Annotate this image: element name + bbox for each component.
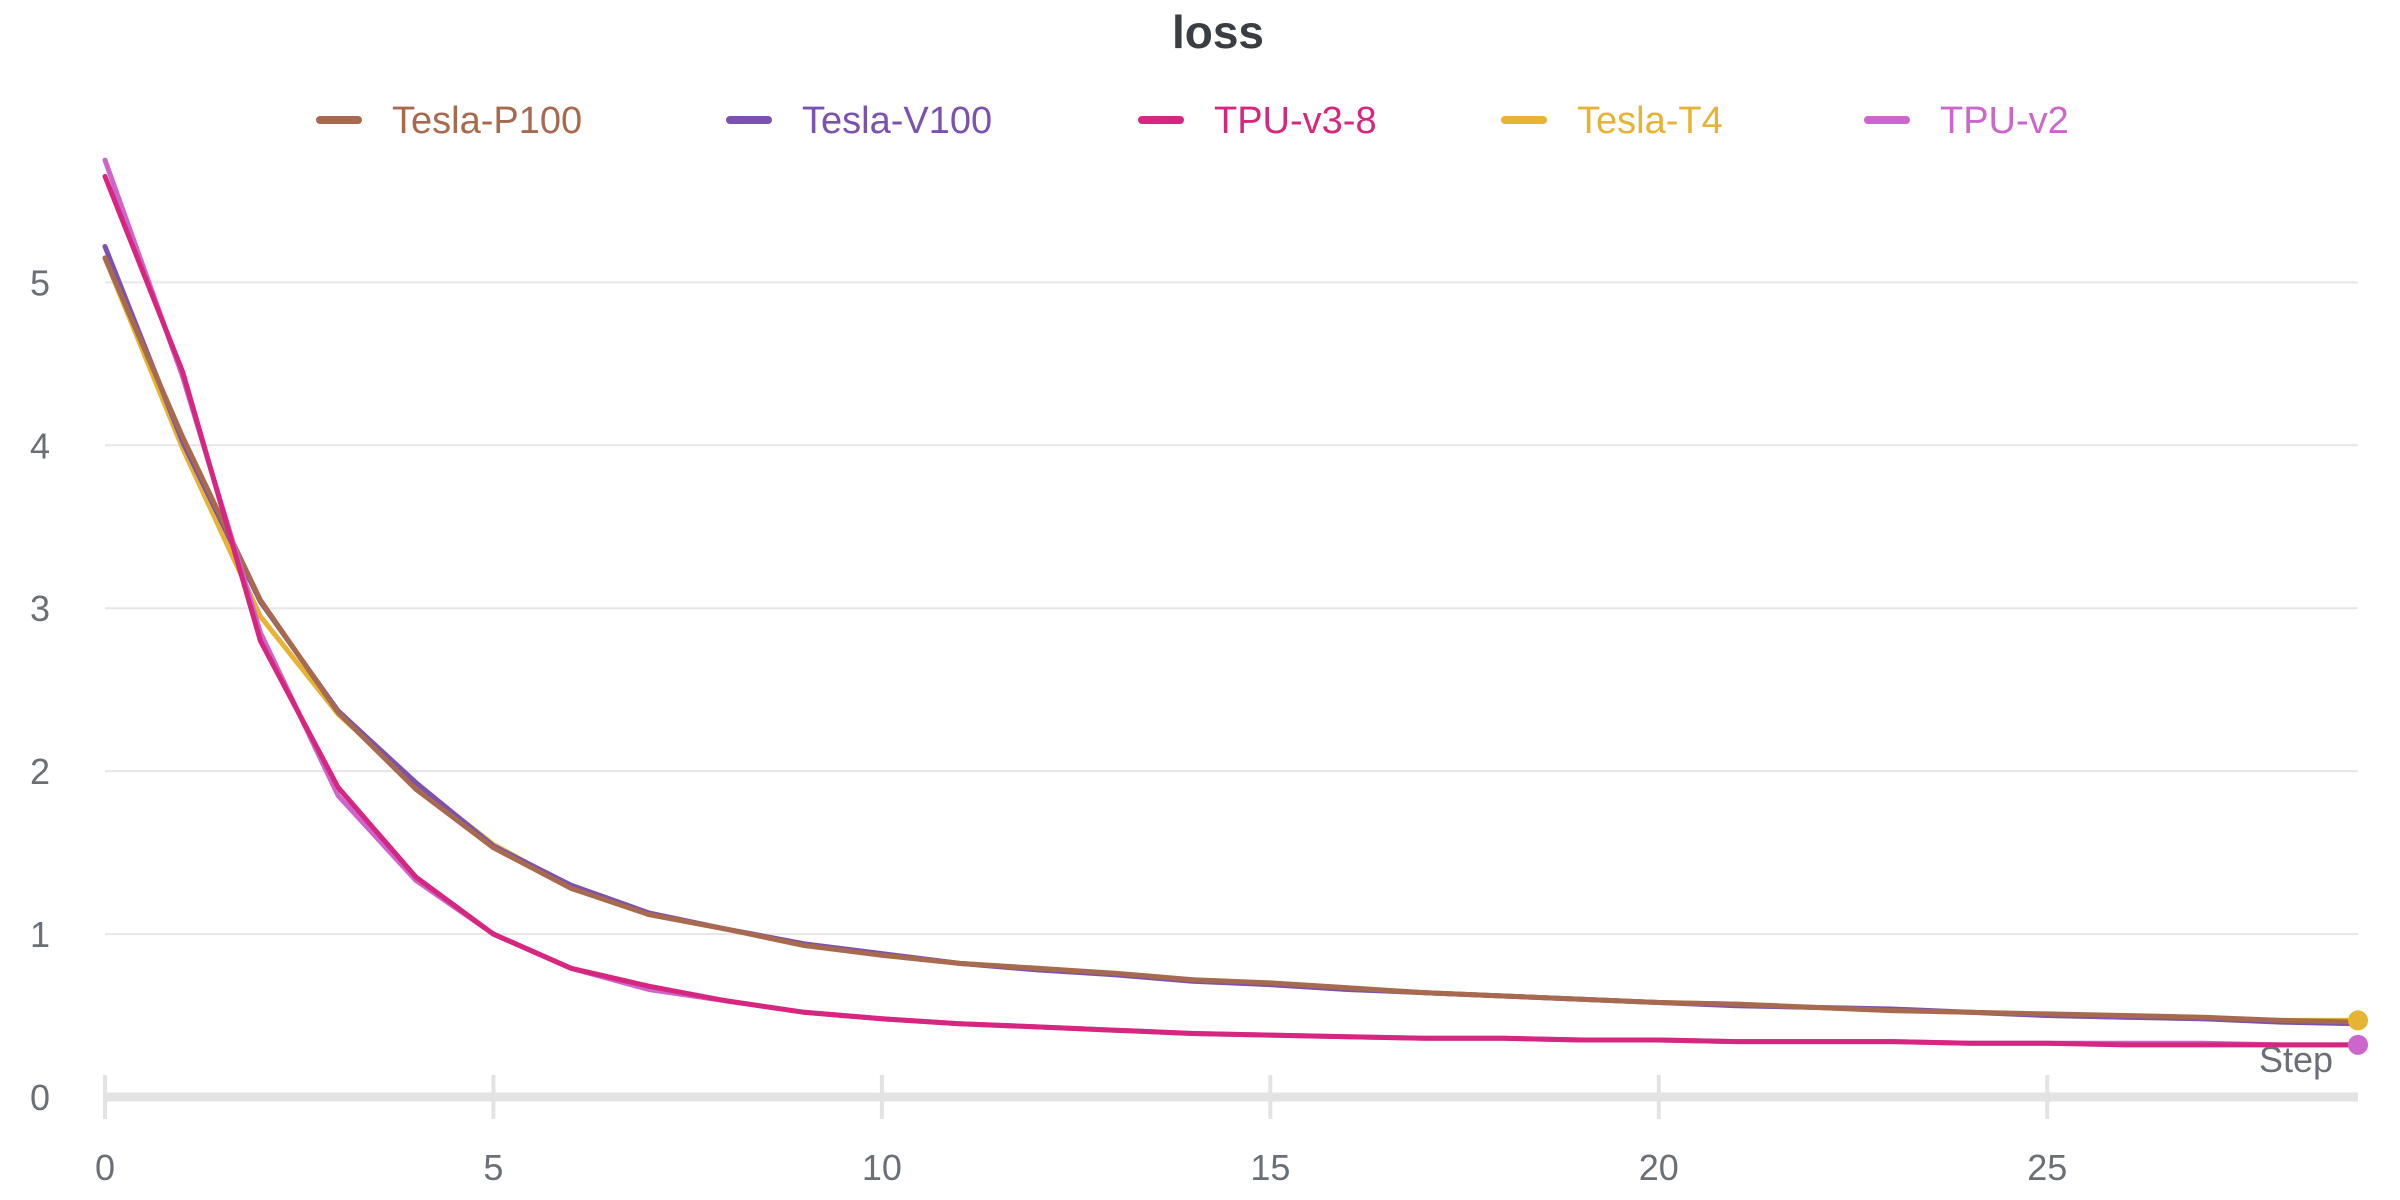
legend-item-tpu-v3-8[interactable]: TPU-v3-8 [1138, 100, 1377, 142]
y-tick-label-3: 3 [30, 588, 50, 629]
chart-title: loss [1172, 6, 1264, 58]
end-markers [2348, 1010, 2368, 1055]
y-tick-label-2: 2 [30, 751, 50, 792]
legend-label: Tesla-P100 [392, 100, 582, 142]
legend-item-tpu-v2[interactable]: TPU-v2 [1864, 100, 2069, 142]
series-line-tesla-t4 [102, 255, 2361, 1023]
end-marker-tpu-v2 [2348, 1034, 2368, 1055]
y-tick-label-4: 4 [30, 425, 50, 466]
legend-item-tesla-v100[interactable]: Tesla-V100 [726, 100, 992, 142]
series-line-tpu-v3-8 [102, 173, 2361, 1048]
end-marker-tesla-t4 [2348, 1010, 2368, 1031]
series-lines [102, 157, 2361, 1048]
x-axis: 0 5 10 15 20 25 [95, 1075, 2358, 1188]
gridlines [105, 281, 2358, 936]
y-tick-label-5: 5 [30, 262, 50, 303]
x-tick-label-10: 10 [862, 1147, 902, 1188]
x-axis-title: Step [2259, 1039, 2333, 1080]
x-tick-label-20: 20 [1639, 1147, 1679, 1188]
legend-label: TPU-v3-8 [1214, 100, 1377, 142]
x-tick-label-15: 15 [1250, 1147, 1290, 1188]
y-tick-label-0: 0 [30, 1077, 50, 1118]
chart-legend: Tesla-P100 Tesla-V100 TPU-v3-8 Tesla-T4 TPU-… [316, 100, 2069, 142]
x-tick-label-5: 5 [483, 1147, 503, 1188]
legend-label: Tesla-V100 [802, 100, 992, 142]
x-tick-label-0: 0 [95, 1147, 115, 1188]
series-line-tesla-p100 [102, 255, 2361, 1025]
legend-label: Tesla-T4 [1577, 100, 1723, 142]
legend-item-tesla-p100[interactable]: Tesla-P100 [316, 100, 582, 142]
series-line-tpu-v2 [102, 157, 2361, 1048]
y-axis: 0 1 2 3 4 5 [30, 262, 50, 1118]
x-tick-label-25: 25 [2027, 1147, 2067, 1188]
legend-label: TPU-v2 [1940, 100, 2069, 142]
legend-item-tesla-t4[interactable]: Tesla-T4 [1501, 100, 1723, 142]
y-tick-label-1: 1 [30, 914, 50, 955]
series-line-tesla-v100 [102, 244, 2361, 1027]
